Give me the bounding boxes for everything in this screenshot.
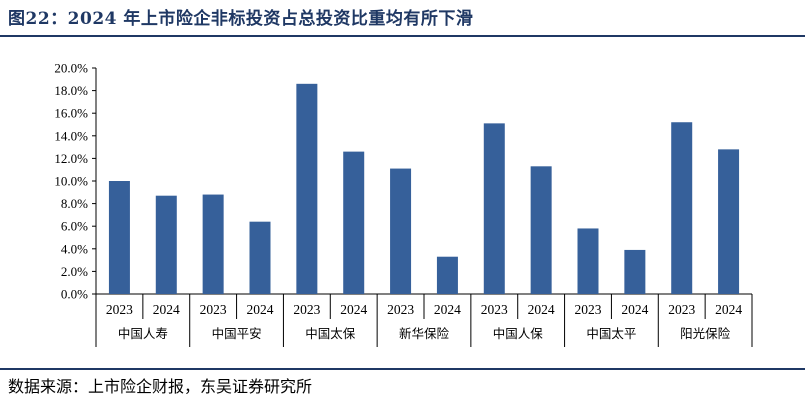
- bar: [249, 221, 271, 294]
- group-label: 中国太保: [305, 326, 356, 341]
- bar: [577, 228, 599, 294]
- y-tick-label: 14.0%: [54, 128, 88, 143]
- source-rule: [0, 368, 805, 370]
- bar: [202, 194, 224, 294]
- bar: [390, 168, 412, 294]
- y-tick-label: 6.0%: [61, 219, 88, 234]
- group-label: 中国平安: [212, 326, 262, 341]
- x-tick-label: 2024: [621, 302, 648, 317]
- y-tick-label: 2.0%: [61, 264, 88, 279]
- y-tick-label: 0.0%: [61, 287, 88, 302]
- y-tick-label: 18.0%: [54, 83, 88, 98]
- y-tick-label: 16.0%: [54, 106, 88, 121]
- bar: [436, 256, 458, 294]
- x-tick-label: 2024: [247, 302, 274, 317]
- x-tick-label: 2023: [668, 302, 695, 317]
- bar: [296, 83, 318, 294]
- bar: [624, 249, 646, 294]
- y-tick-label: 8.0%: [61, 196, 88, 211]
- bar: [483, 123, 505, 295]
- x-tick-label: 2023: [481, 302, 508, 317]
- x-tick-label: 2023: [575, 302, 602, 317]
- bar: [343, 151, 365, 294]
- group-label: 阳光保险: [680, 326, 731, 341]
- x-tick-label: 2024: [153, 302, 180, 317]
- source-note: 数据来源：上市险企财报，东吴证券研究所: [8, 377, 313, 396]
- bar: [155, 195, 177, 294]
- group-label: 中国人寿: [118, 326, 168, 341]
- x-tick-label: 2023: [200, 302, 227, 317]
- bar: [108, 181, 130, 294]
- bar: [530, 166, 552, 294]
- figure-title: 图22：2024 年上市险企非标投资占总投资比重均有所下滑: [8, 9, 474, 29]
- bar: [671, 122, 693, 295]
- x-tick-label: 2023: [293, 302, 320, 317]
- group-label: 中国人保: [493, 326, 544, 341]
- group-label: 新华保险: [399, 326, 450, 341]
- group-label: 中国太平: [586, 326, 636, 341]
- bar: [718, 149, 740, 294]
- x-tick-label: 2023: [387, 302, 414, 317]
- title-rule: [0, 35, 805, 37]
- y-tick-label: 10.0%: [54, 174, 88, 189]
- x-tick-label: 2023: [106, 302, 133, 317]
- x-tick-label: 2024: [340, 302, 367, 317]
- x-tick-label: 2024: [434, 302, 461, 317]
- x-tick-label: 2024: [528, 302, 555, 317]
- y-tick-label: 20.0%: [54, 61, 88, 76]
- y-tick-label: 4.0%: [61, 241, 88, 256]
- y-tick-label: 12.0%: [54, 151, 88, 166]
- x-tick-label: 2024: [715, 302, 742, 317]
- bar-chart: 0.0% 2.0% 4.0% 6.0% 8.0% 10.0% 12.0% 14.0% 16.0%…: [54, 61, 753, 347]
